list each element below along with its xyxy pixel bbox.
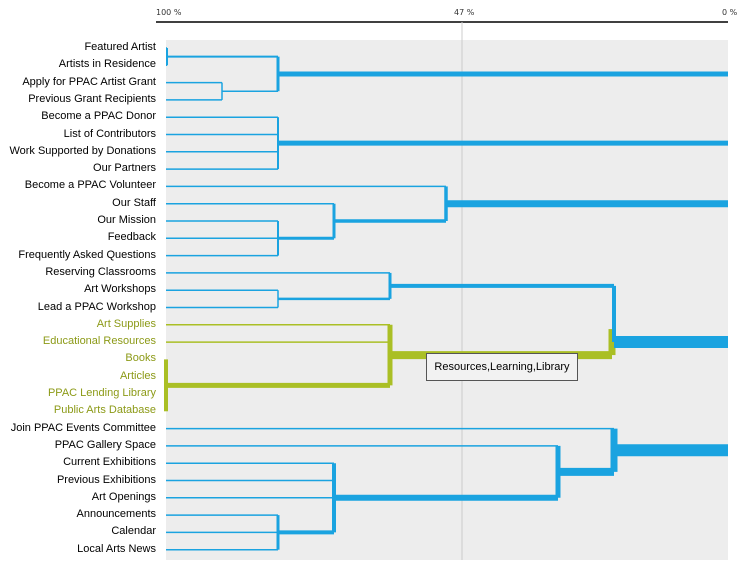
item-label[interactable]: Lead a PPAC Workshop — [37, 300, 156, 313]
axis-label-right: 0 % — [722, 8, 738, 17]
item-label[interactable]: Art Supplies — [96, 317, 156, 330]
item-label[interactable]: Educational Resources — [42, 335, 156, 348]
item-label[interactable]: PPAC Gallery Space — [54, 438, 156, 451]
item-label[interactable]: Our Staff — [112, 196, 156, 209]
plot-panel — [166, 40, 728, 560]
item-label[interactable]: Work Supported by Donations — [9, 144, 156, 157]
item-label[interactable]: Art Workshops — [84, 283, 156, 296]
item-label[interactable]: Apply for PPAC Artist Grant — [22, 75, 156, 88]
item-label[interactable]: Announcements — [76, 508, 157, 521]
item-label[interactable]: Local Arts News — [77, 542, 156, 555]
item-label[interactable]: Frequently Asked Questions — [18, 248, 156, 261]
item-label[interactable]: Art Openings — [91, 490, 156, 503]
item-label[interactable]: Calendar — [111, 525, 156, 538]
item-label[interactable]: Articles — [119, 369, 156, 382]
item-label[interactable]: List of Contributors — [63, 127, 156, 140]
axis-label-left: 100 % — [156, 8, 182, 17]
axis-label-mid: 47 % — [454, 8, 475, 17]
item-label[interactable]: Books — [125, 352, 156, 365]
item-label[interactable]: Featured Artist — [84, 41, 156, 53]
item-label[interactable]: Artists in Residence — [58, 58, 156, 71]
item-label[interactable]: Previous Exhibitions — [56, 473, 156, 486]
item-label[interactable]: Join PPAC Events Committee — [10, 421, 156, 434]
item-label[interactable]: Become a PPAC Volunteer — [24, 179, 156, 192]
item-label[interactable]: Reserving Classrooms — [45, 265, 156, 278]
item-label[interactable]: Feedback — [107, 231, 156, 244]
item-label[interactable]: Become a PPAC Donor — [41, 110, 156, 123]
item-label[interactable]: Current Exhibitions — [63, 456, 156, 469]
cluster-tooltip: Resources,Learning,Library — [426, 353, 578, 381]
item-label[interactable]: Previous Grant Recipients — [28, 92, 156, 105]
item-label[interactable]: Our Partners — [93, 162, 156, 175]
item-label[interactable]: Our Mission — [97, 214, 156, 226]
item-label[interactable]: PPAC Lending Library — [47, 387, 156, 399]
item-label[interactable]: Public Arts Database — [53, 404, 156, 417]
